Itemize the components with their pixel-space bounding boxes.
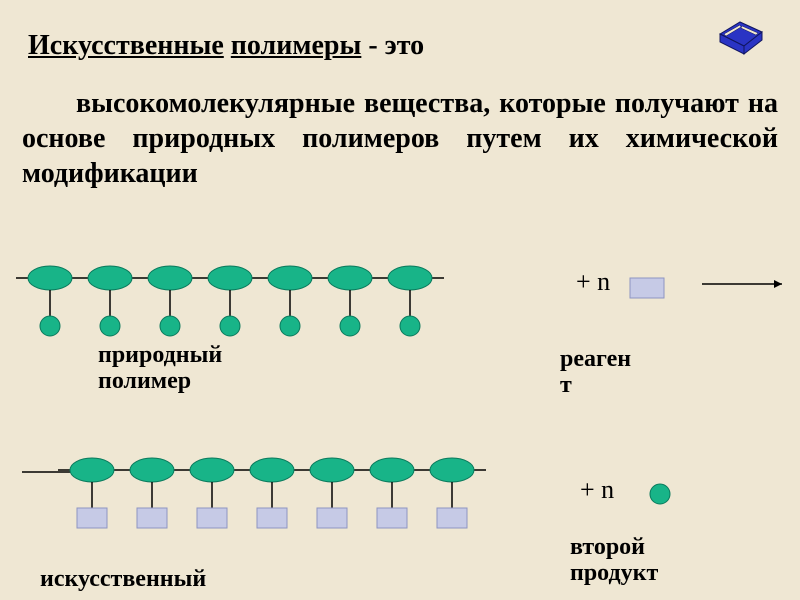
slide-content: Искусственные полимеры - это высокомолек…	[0, 0, 800, 600]
svg-text:+ n: + n	[576, 267, 610, 296]
svg-text:+ n: + n	[580, 475, 614, 504]
label-artificial-polymer: искусственный	[40, 566, 206, 592]
label-reagent: реагент	[560, 346, 631, 399]
label-natural-polymer: природныйполимер	[98, 342, 222, 395]
reaction-diagram: + n + n	[0, 0, 800, 600]
label-second-product: второйпродукт	[570, 534, 658, 587]
